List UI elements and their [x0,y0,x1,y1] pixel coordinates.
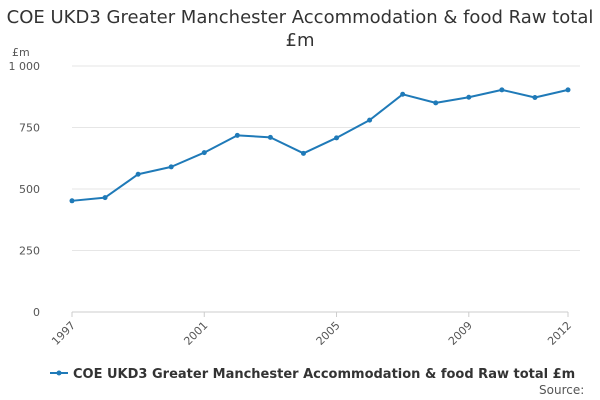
chart-title: COE UKD3 Greater Manchester Accommodatio… [6,7,594,51]
source-label: Source: [539,383,584,397]
data-point[interactable] [267,134,273,140]
gridlines [72,65,580,251]
x-tick-label: 2005 [314,319,343,348]
data-point[interactable] [300,150,306,156]
data-point[interactable] [102,195,108,201]
y-axis-ticks: 0 250 500 750 1 000 [9,60,41,319]
y-tick-label: 1 000 [9,60,41,73]
legend-label[interactable]: COE UKD3 Greater Manchester Accommodatio… [73,367,575,382]
data-point[interactable] [400,91,406,97]
data-point[interactable] [234,132,240,138]
data-point[interactable] [168,164,174,170]
data-point[interactable] [565,87,571,93]
data-point[interactable] [135,171,141,177]
legend[interactable]: COE UKD3 Greater Manchester Accommodatio… [50,367,575,382]
x-tick-label: 2001 [181,319,210,348]
series-line[interactable] [71,88,569,202]
data-point[interactable] [532,94,538,100]
data-point[interactable] [334,135,340,141]
series-line-group[interactable] [69,87,571,204]
y-unit-label: £m [12,46,30,59]
data-point[interactable] [433,100,439,106]
x-tick-label: 2009 [446,319,475,348]
data-point[interactable] [201,150,207,156]
data-point[interactable] [466,94,472,100]
y-tick-label: 250 [19,245,40,258]
x-tick-label: 1997 [49,319,78,348]
x-tick-label: 2012 [545,319,574,348]
data-point[interactable] [367,117,373,123]
x-axis-ticks: 1997 2001 2005 2009 2012 [49,312,574,348]
y-tick-label: 0 [33,306,40,319]
y-tick-label: 500 [19,183,40,196]
y-tick-label: 750 [19,122,40,135]
data-point[interactable] [69,198,75,204]
legend-swatch-marker [56,370,62,376]
data-point[interactable] [499,87,505,93]
